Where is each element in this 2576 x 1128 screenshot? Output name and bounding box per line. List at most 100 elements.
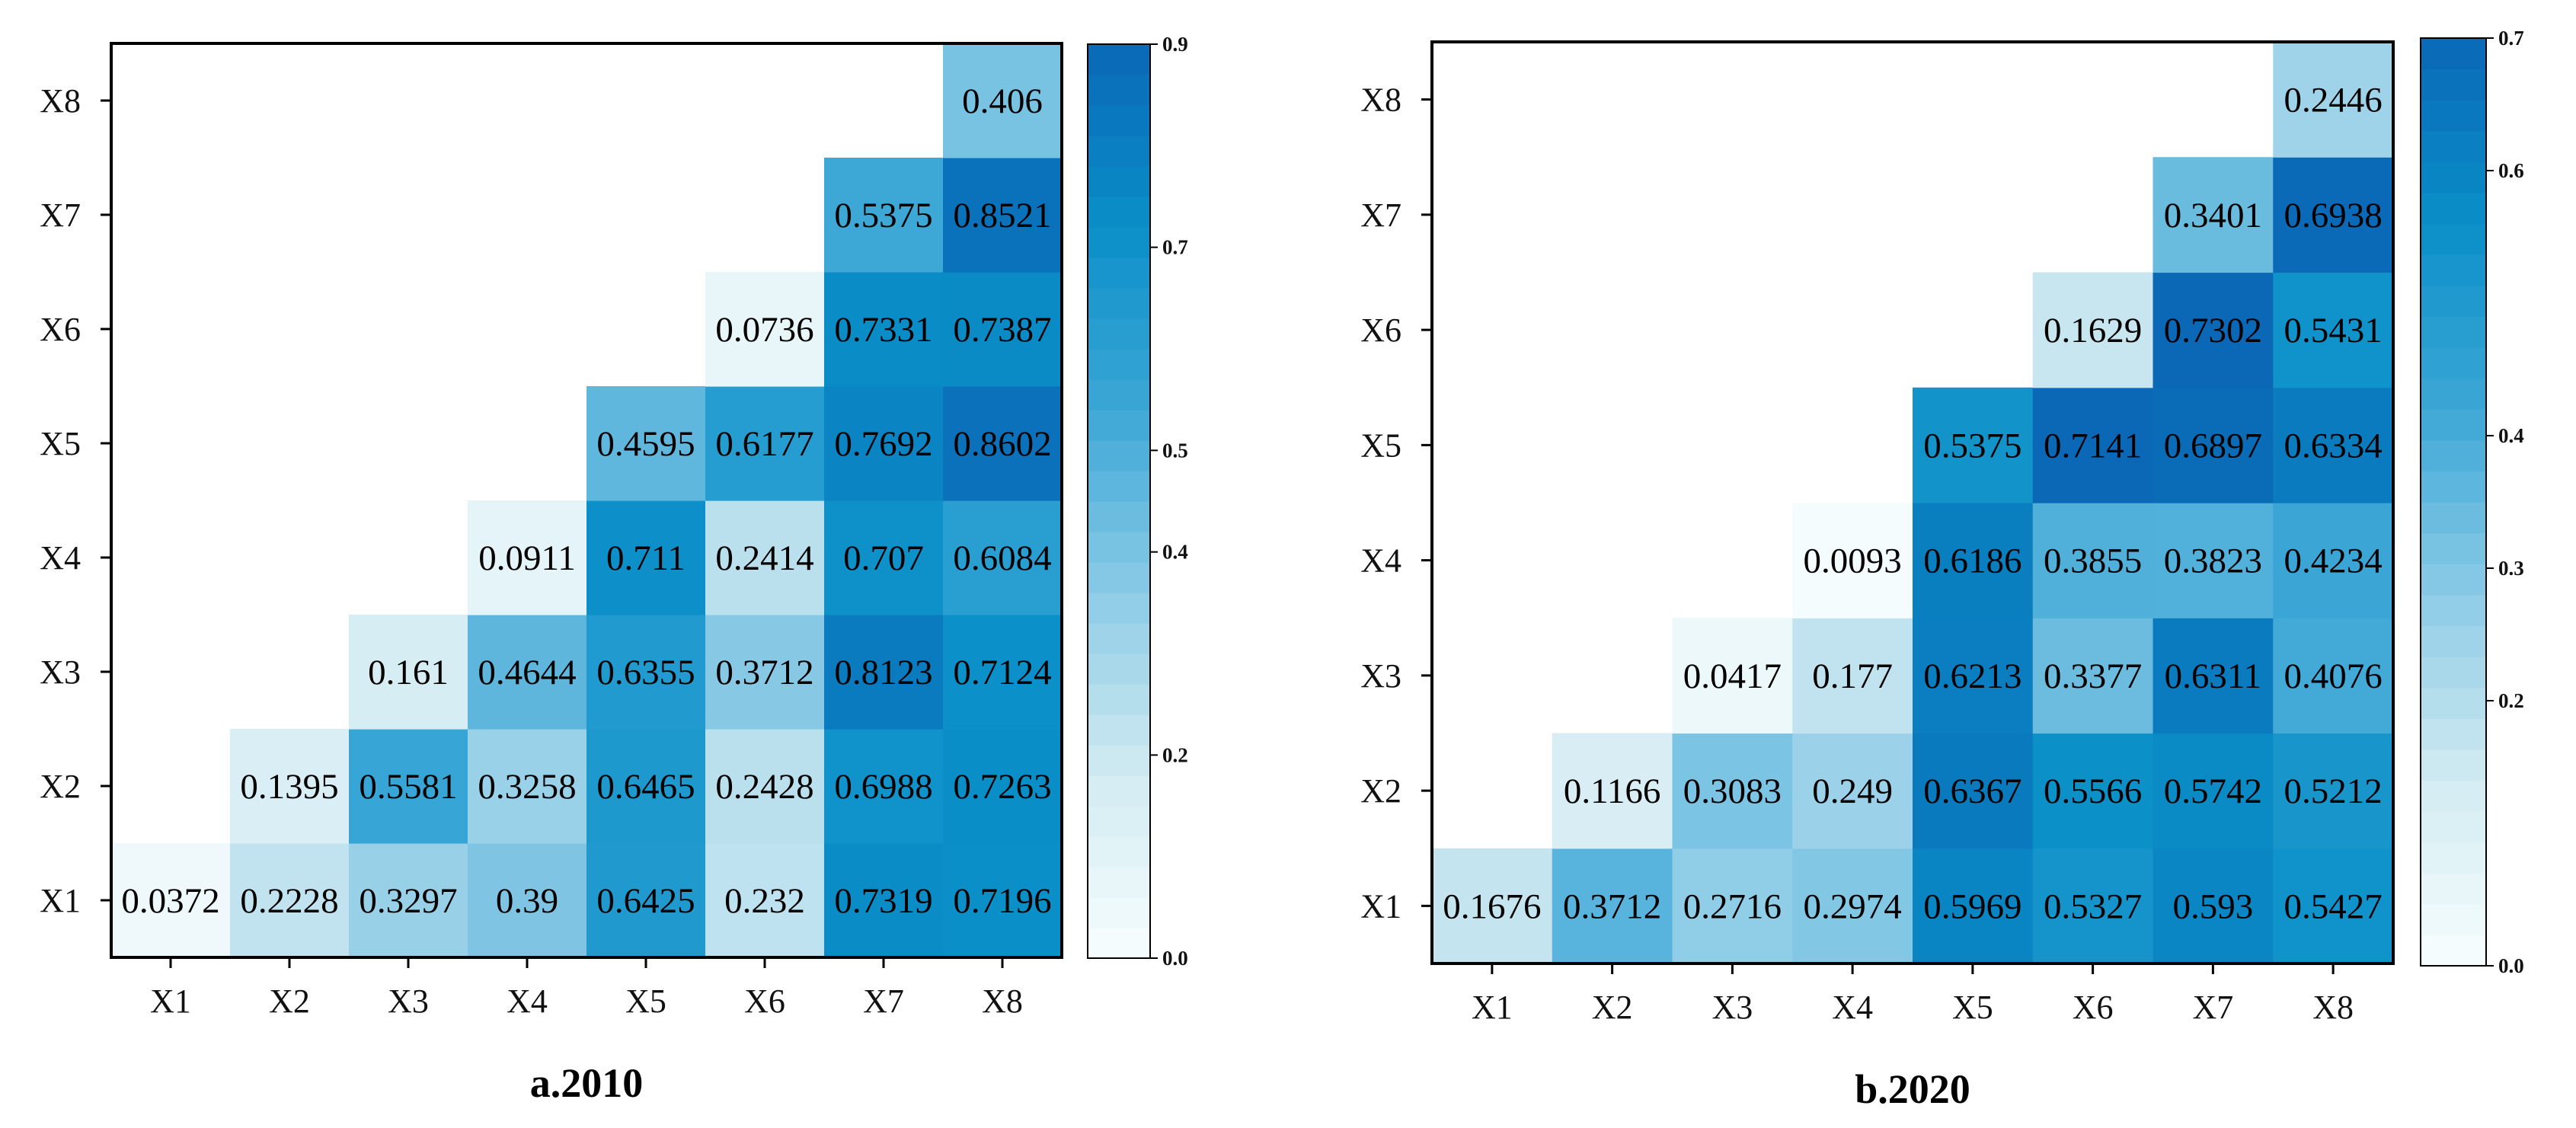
heatmap-cell-x6-x1 xyxy=(705,843,825,958)
cell-value-label: 0.5427 xyxy=(2284,887,2383,926)
cell-value-label: 0.2428 xyxy=(715,767,813,807)
colorbar-step xyxy=(2421,285,2486,317)
heatmap-cell-x7-x4 xyxy=(2153,503,2274,618)
cell-value-label: 0.8123 xyxy=(834,653,932,692)
cell-value-label: 0.5969 xyxy=(1923,887,2021,926)
colorbar-step xyxy=(2421,842,2486,874)
colorbar-step xyxy=(2421,594,2486,626)
y-tick-label-x6: X6 xyxy=(40,311,81,348)
cell-value-label: 0.3855 xyxy=(2044,542,2142,581)
cell-value-label: 0.6355 xyxy=(596,653,695,692)
cell-value-label: 0.6334 xyxy=(2284,426,2383,465)
cell-value-label: 0.1166 xyxy=(1564,772,1661,811)
heatmap-cell-x6-x4 xyxy=(2032,503,2154,618)
cell-value-label: 0.0911 xyxy=(478,538,576,578)
x-tick-label-x3: X3 xyxy=(388,983,429,1020)
colorbar-step xyxy=(2421,749,2486,781)
y-tick-label-x4: X4 xyxy=(40,539,81,577)
cell-value-label: 0.0417 xyxy=(1683,657,1782,696)
y-tick-label-x1: X1 xyxy=(40,882,81,919)
heatmap-cell-x5-x2 xyxy=(586,729,706,844)
colorbar-step xyxy=(2421,811,2486,843)
heatmap-cell-x8-x7 xyxy=(2273,157,2394,273)
cell-value-label: 0.3083 xyxy=(1683,772,1782,811)
x-tick-label-x3: X3 xyxy=(1711,989,1753,1026)
x-tick-label-x7: X7 xyxy=(2192,989,2233,1026)
cell-value-label: 0.5742 xyxy=(2164,772,2262,811)
colorbar-tick-label: 0.9 xyxy=(1162,33,1188,56)
colorbar-step xyxy=(1088,653,1150,685)
y-tick-label-x7: X7 xyxy=(40,197,81,234)
heatmap-cell-x5-x1 xyxy=(1913,848,2034,964)
colorbar-step xyxy=(1088,257,1150,289)
cell-value-label: 0.5375 xyxy=(1923,426,2021,465)
colorbar-step xyxy=(2421,502,2486,534)
y-tick-label-x2: X2 xyxy=(40,768,81,805)
colorbar-tick-label: 0.3 xyxy=(2498,557,2524,580)
heatmap-cell-x5-x4 xyxy=(1913,503,2034,618)
heatmap-cell-x7-x5 xyxy=(2153,387,2274,503)
colorbar-step xyxy=(1088,684,1150,715)
heatmap-panel-2020: 0.1676 0.3712 0.2716 0.2974 0.5969 0.5327 0.59… xyxy=(1360,27,2524,1112)
colorbar-frame xyxy=(1087,43,1151,959)
heatmap-cell-x8-x1 xyxy=(943,843,1063,958)
colorbar-step xyxy=(1088,867,1150,898)
heatmap-cell-x8-x5 xyxy=(943,386,1063,501)
y-tick-label-x4: X4 xyxy=(1360,542,1401,580)
heatmap-cell-x6-x6 xyxy=(2032,272,2154,388)
heatmap-cell-x5-x4 xyxy=(586,500,706,615)
colorbar-step xyxy=(2421,223,2486,255)
colorbar-step xyxy=(2421,532,2486,564)
colorbar-step xyxy=(1088,897,1150,928)
cell-value-label: 0.4234 xyxy=(2284,542,2383,581)
x-tick-label-x2: X2 xyxy=(1592,989,1633,1026)
heatmap-cell-x4-x1 xyxy=(1792,848,1913,964)
heatmap-cell-x7-x1 xyxy=(2153,848,2274,964)
colorbar-step xyxy=(1088,471,1150,502)
heatmap-cell-x2-x1 xyxy=(1552,848,1673,964)
x-tick-label-x6: X6 xyxy=(744,983,785,1020)
heatmap-cell-x6-x5 xyxy=(705,386,825,501)
colorbar-step xyxy=(2421,657,2486,689)
heatmap-cell-x8-x2 xyxy=(943,729,1063,844)
colorbar-step xyxy=(2421,625,2486,657)
cell-value-label: 0.7692 xyxy=(834,424,932,464)
cell-value-label: 0.0736 xyxy=(715,310,813,350)
heatmap-cell-x3-x1 xyxy=(1672,848,1793,964)
cell-value-label: 0.2228 xyxy=(240,881,338,921)
y-tick-label-x6: X6 xyxy=(1360,312,1401,349)
x-tick-label-x1: X1 xyxy=(150,983,191,1020)
colorbar-step xyxy=(1088,349,1150,380)
colorbar-step xyxy=(2421,193,2486,225)
cell-value-label: 0.3377 xyxy=(2044,657,2142,696)
colorbar-step xyxy=(2421,873,2486,905)
colorbar-step xyxy=(1088,501,1150,532)
heatmap-cell-x5-x2 xyxy=(1913,733,2034,849)
colorbar-step xyxy=(1088,745,1150,776)
y-tick-label-x5: X5 xyxy=(40,425,81,462)
cell-value-label: 0.5566 xyxy=(2044,772,2142,811)
cell-value-label: 0.1676 xyxy=(1443,887,1541,926)
colorbar-step xyxy=(1088,623,1150,654)
heatmap-cell-x8-x6 xyxy=(2273,272,2394,388)
colorbar-step xyxy=(1088,227,1150,258)
cell-value-label: 0.6213 xyxy=(1923,657,2021,696)
colorbar-step xyxy=(1088,166,1150,197)
cell-value-label: 0.3712 xyxy=(1563,887,1661,926)
heatmap-cell-x6-x1 xyxy=(2032,848,2154,964)
cell-value-label: 0.6425 xyxy=(596,881,695,921)
heatmap-cell-x6-x5 xyxy=(2032,387,2154,503)
heatmap-panel-2010: 0.0372 0.2228 0.3297 0.39 0.6425 0.232 0.7319 0… xyxy=(40,33,1188,1106)
colorbar-step xyxy=(1088,44,1150,75)
colorbar-step xyxy=(1088,197,1150,228)
cell-value-label: 0.711 xyxy=(606,538,686,578)
heatmap-cell-x5-x5 xyxy=(586,386,706,501)
cell-value-label: 0.6186 xyxy=(1923,542,2021,581)
colorbar-step xyxy=(1088,532,1150,563)
heatmap-cell-x4-x2 xyxy=(1792,733,1913,849)
heatmap-cell-x6-x3 xyxy=(705,615,825,730)
colorbar-step xyxy=(1088,836,1150,868)
heatmap-cell-x5-x1 xyxy=(586,843,706,958)
heatmap-cell-x8-x3 xyxy=(2273,618,2394,734)
